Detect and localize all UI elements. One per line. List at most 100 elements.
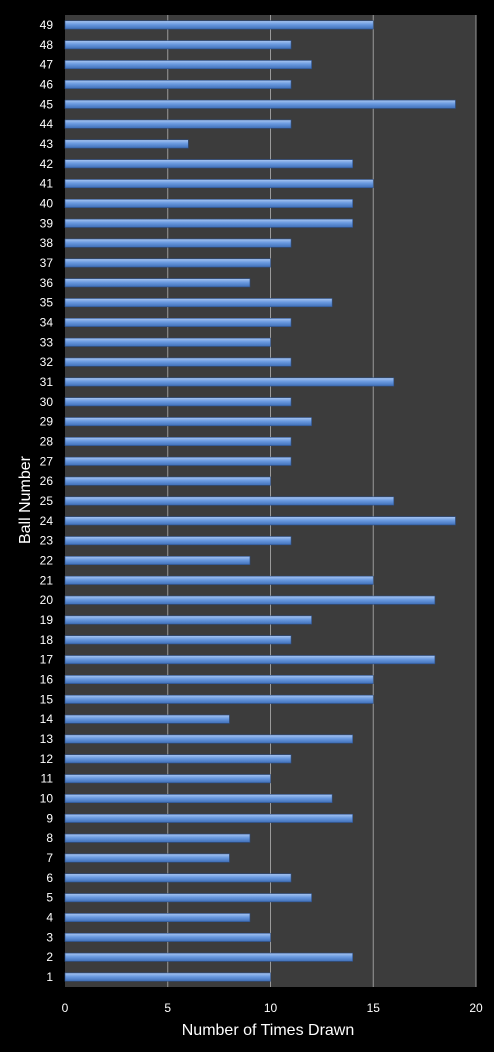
bar <box>64 794 333 804</box>
bar <box>64 238 292 248</box>
bar <box>64 734 354 744</box>
y-tick-label: 41 <box>40 177 54 191</box>
bar <box>64 694 374 704</box>
y-tick-label: 21 <box>40 573 54 587</box>
y-tick-label: 43 <box>40 137 54 151</box>
x-tick-label: 5 <box>164 1001 171 1015</box>
y-tick-label: 8 <box>46 831 53 845</box>
bar <box>64 774 271 784</box>
y-tick-label: 23 <box>40 534 54 548</box>
bar <box>64 556 251 565</box>
y-tick-label: 20 <box>40 593 54 607</box>
y-tick-label: 4 <box>46 911 53 925</box>
bar <box>64 496 395 506</box>
y-tick-label: 39 <box>40 216 54 230</box>
y-tick-label: 27 <box>40 454 54 468</box>
y-tick-label: 1 <box>46 970 53 984</box>
bar <box>64 575 374 585</box>
bar <box>64 595 436 605</box>
bar <box>64 615 312 625</box>
y-tick-label: 24 <box>40 514 54 528</box>
y-tick-label: 10 <box>40 792 54 806</box>
bar <box>64 40 292 50</box>
y-tick-label: 35 <box>40 296 54 310</box>
bar <box>64 179 374 189</box>
y-tick-label: 46 <box>40 77 54 91</box>
y-tick-label: 9 <box>46 811 53 825</box>
x-tick-label: 0 <box>62 1001 69 1015</box>
y-tick-label: 22 <box>40 554 54 568</box>
y-tick-label: 44 <box>40 117 54 131</box>
bar <box>64 119 292 129</box>
bar <box>64 635 292 645</box>
bar <box>64 318 292 327</box>
bar <box>64 377 395 387</box>
y-tick-label: 48 <box>40 38 54 52</box>
bar <box>64 357 292 367</box>
bar <box>64 675 374 684</box>
y-tick-label: 49 <box>40 18 54 32</box>
y-tick-label: 32 <box>40 355 54 369</box>
bar <box>64 952 354 962</box>
bar <box>64 932 271 942</box>
x-tick-label: 20 <box>469 1001 483 1015</box>
bar <box>64 417 312 427</box>
y-tick-label: 37 <box>40 256 54 270</box>
bar <box>64 913 251 923</box>
x-tick-label: 10 <box>264 1001 278 1015</box>
y-tick-label: 7 <box>46 851 53 865</box>
bar <box>64 397 292 407</box>
y-tick-label: 12 <box>40 752 54 766</box>
y-tick-label: 33 <box>40 335 54 349</box>
bars <box>64 20 456 982</box>
bar <box>64 714 230 724</box>
y-tick-label: 28 <box>40 434 54 448</box>
y-tick-label: 14 <box>40 712 54 726</box>
bar <box>64 139 189 149</box>
y-tick-label: 25 <box>40 494 54 508</box>
bar <box>64 20 374 30</box>
bar <box>64 476 271 486</box>
y-tick-label: 3 <box>46 930 53 944</box>
y-axis-ticks: 1234567891011121314151617181920212223242… <box>40 18 54 984</box>
x-axis-ticks: 0 5 10 15 20 <box>62 1001 483 1015</box>
y-tick-label: 18 <box>40 633 54 647</box>
y-tick-label: 29 <box>40 415 54 429</box>
y-tick-label: 26 <box>40 474 54 488</box>
y-tick-label: 17 <box>40 653 54 667</box>
bar <box>64 893 312 903</box>
y-tick-label: 42 <box>40 157 54 171</box>
y-tick-label: 15 <box>40 692 54 706</box>
y-tick-label: 2 <box>46 950 53 964</box>
y-tick-label: 5 <box>46 891 53 905</box>
bar <box>64 298 333 308</box>
bar <box>64 456 292 466</box>
y-tick-label: 36 <box>40 276 54 290</box>
bar <box>64 516 456 526</box>
bar <box>64 159 354 169</box>
y-tick-label: 38 <box>40 236 54 250</box>
bar <box>64 655 436 665</box>
bar <box>64 437 292 446</box>
x-axis-title: Number of Times Drawn <box>182 1022 355 1039</box>
y-tick-label: 34 <box>40 315 54 329</box>
bar <box>64 813 354 823</box>
y-tick-label: 45 <box>40 97 54 111</box>
bar <box>64 873 292 883</box>
y-tick-label: 31 <box>40 375 54 389</box>
y-tick-label: 40 <box>40 196 54 210</box>
y-tick-label: 30 <box>40 395 54 409</box>
y-tick-label: 16 <box>40 673 54 687</box>
y-axis-title: Ball Number <box>17 455 34 544</box>
y-tick-label: 19 <box>40 613 54 627</box>
bar <box>64 218 354 228</box>
bar <box>64 278 251 288</box>
bar <box>64 99 456 109</box>
bar <box>64 198 354 208</box>
bar <box>64 536 292 546</box>
bar <box>64 79 292 89</box>
y-tick-label: 6 <box>46 871 53 885</box>
bar <box>64 972 271 982</box>
bar <box>64 853 230 863</box>
